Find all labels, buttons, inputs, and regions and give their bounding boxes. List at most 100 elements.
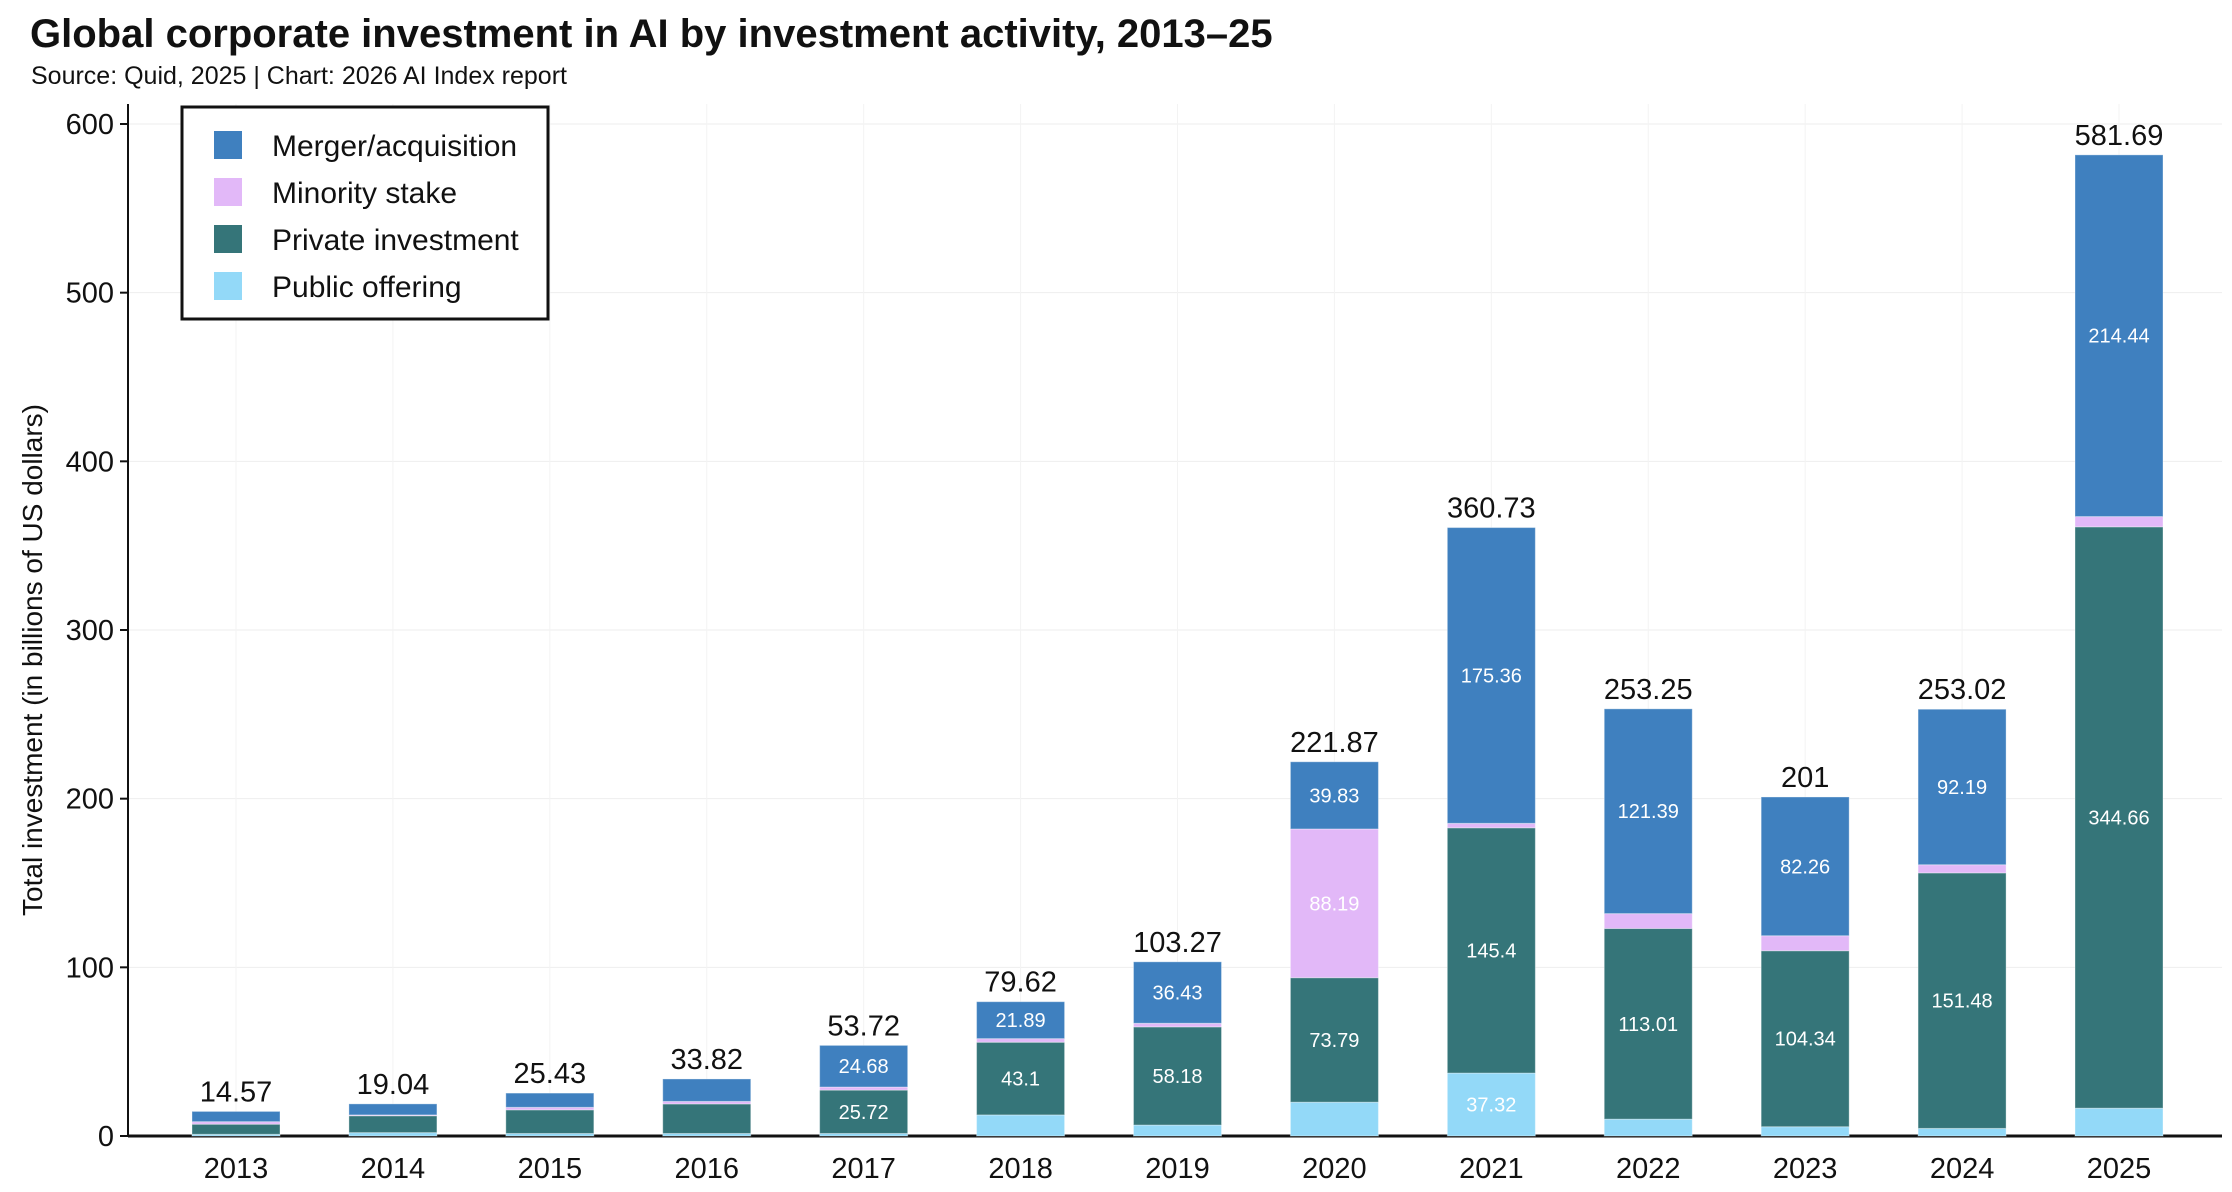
y-tick-label: 300: [66, 615, 114, 647]
segment-value-label: 25.72: [839, 1102, 889, 1124]
bar-segment-minority-stake: [1603, 913, 1693, 930]
bar-segment-private-investment: [1289, 977, 1379, 1103]
total-value-label: 19.04: [357, 1069, 430, 1101]
legend-box: [180, 105, 550, 321]
y-tick-label: 600: [66, 109, 114, 141]
legend-label: Public offering: [272, 271, 462, 304]
bar-segment-private-investment: [976, 1041, 1066, 1116]
bar-segment-minority-stake: [1917, 864, 2007, 874]
bar-segment-private-investment: [348, 1115, 438, 1134]
total-value-label: 33.82: [670, 1044, 743, 1076]
bar-segment-merger-acquisition: [662, 1078, 752, 1102]
bar-segment-merger-acquisition: [348, 1103, 438, 1116]
chart-title: Global corporate investment in AI by inv…: [30, 12, 1273, 56]
x-tick-label: 2018: [988, 1153, 1053, 1185]
total-value-label: 25.43: [514, 1058, 587, 1090]
bar-segment-public-offering: [1603, 1118, 1693, 1137]
bar-segment-private-investment: [662, 1103, 752, 1134]
bar-segment-merger-acquisition: [505, 1092, 595, 1108]
bar-segment-minority-stake: [1760, 935, 1850, 952]
bar-segment-public-offering: [1133, 1124, 1222, 1137]
x-tick-label: 2015: [518, 1153, 583, 1185]
bar-segment-private-investment: [2074, 526, 2164, 1109]
segment-value-label: 36.43: [1152, 983, 1202, 1005]
segment-value-label: 344.66: [2088, 808, 2149, 830]
y-tick-label: 100: [66, 952, 114, 984]
segment-value-label: 214.44: [2088, 326, 2149, 348]
segment-value-label: 82.26: [1780, 856, 1830, 878]
x-tick-label: 2014: [361, 1153, 426, 1185]
legend-swatch: [214, 178, 242, 206]
bar-segment-public-offering: [1289, 1101, 1379, 1137]
bar-segment-private-investment: [505, 1109, 595, 1134]
segment-value-label: 58.18: [1152, 1066, 1202, 1088]
bar-segment-public-offering: [1446, 1072, 1536, 1137]
segment-value-label: 24.68: [839, 1056, 889, 1078]
x-tick-label: 2013: [204, 1153, 269, 1185]
bar-segment-public-offering: [976, 1114, 1066, 1137]
bar-segment-public-offering: [1760, 1126, 1850, 1137]
total-value-label: 103.27: [1133, 927, 1222, 959]
total-value-label: 253.25: [1604, 674, 1693, 706]
segment-value-label: 104.34: [1775, 1029, 1836, 1051]
segment-value-label: 145.4: [1466, 940, 1516, 962]
x-tick-label: 2019: [1145, 1153, 1210, 1185]
total-value-label: 253.02: [1918, 674, 2007, 706]
legend-label: Merger/acquisition: [272, 130, 517, 163]
y-tick-label: 0: [98, 1121, 114, 1153]
segment-value-label: 37.32: [1466, 1095, 1516, 1117]
x-tick-label: 2021: [1459, 1153, 1524, 1185]
y-axis-title: Total investment (in billions of US doll…: [17, 404, 48, 916]
bar-segment-private-investment: [819, 1089, 909, 1134]
total-value-label: 53.72: [827, 1010, 900, 1042]
segment-value-label: 43.1: [1001, 1069, 1040, 1091]
bar-segment-minority-stake: [1289, 828, 1379, 979]
bar-segment-merger-acquisition: [819, 1044, 909, 1088]
segment-value-label: 113.01: [1618, 1014, 1678, 1036]
y-tick-label: 400: [66, 446, 114, 478]
bar-segment-minority-stake: [1133, 1022, 1222, 1028]
bar-segment-merger-acquisition: [1760, 796, 1850, 937]
segment-value-label: 39.83: [1309, 785, 1359, 807]
bar-segment-minority-stake: [976, 1038, 1066, 1043]
legend-swatch: [214, 272, 242, 300]
x-tick-label: 2025: [2087, 1153, 2152, 1185]
legend-label: Private investment: [272, 224, 519, 257]
bar-segment-merger-acquisition: [1603, 708, 1693, 915]
bar-segment-merger-acquisition: [2074, 154, 2164, 518]
bar-segment-minority-stake: [2074, 516, 2164, 528]
segment-value-label: 151.48: [1931, 991, 1992, 1013]
x-tick-label: 2024: [1930, 1153, 1995, 1185]
segment-value-label: 175.36: [1461, 665, 1522, 687]
bar-segment-public-offering: [2074, 1107, 2164, 1137]
legend-swatch: [214, 131, 242, 159]
bar-segment-private-investment: [191, 1123, 281, 1135]
bar-segment-minority-stake: [1446, 822, 1536, 829]
bar-segment-private-investment: [1603, 928, 1693, 1120]
bar-segment-merger-acquisition: [976, 1001, 1066, 1040]
bar-segment-merger-acquisition: [191, 1110, 281, 1123]
bar-segment-private-investment: [1446, 827, 1536, 1074]
x-tick-label: 2017: [831, 1153, 896, 1185]
total-value-label: 14.57: [200, 1076, 273, 1108]
segment-value-label: 88.19: [1309, 893, 1359, 915]
segment-value-label: 73.79: [1309, 1030, 1359, 1052]
y-tick-label: 200: [66, 784, 114, 816]
bar-segment-merger-acquisition: [1446, 527, 1536, 824]
segment-value-label: 92.19: [1937, 777, 1987, 799]
bar-segment-merger-acquisition: [1917, 708, 2007, 866]
total-value-label: 221.87: [1290, 727, 1379, 759]
bar-segment-public-offering: [1917, 1127, 2007, 1137]
legend-label: Minority stake: [272, 177, 457, 210]
x-tick-label: 2020: [1302, 1153, 1367, 1185]
x-tick-label: 2023: [1773, 1153, 1838, 1185]
total-value-label: 201: [1781, 762, 1829, 794]
bar-segment-private-investment: [1760, 950, 1850, 1128]
x-tick-label: 2016: [674, 1153, 739, 1185]
total-value-label: 79.62: [984, 967, 1057, 999]
bar-segment-public-offering: [348, 1132, 438, 1137]
total-value-label: 360.73: [1447, 493, 1536, 525]
chart-subtitle: Source: Quid, 2025 | Chart: 2026 AI Inde…: [31, 62, 567, 90]
legend-swatch: [214, 225, 242, 253]
